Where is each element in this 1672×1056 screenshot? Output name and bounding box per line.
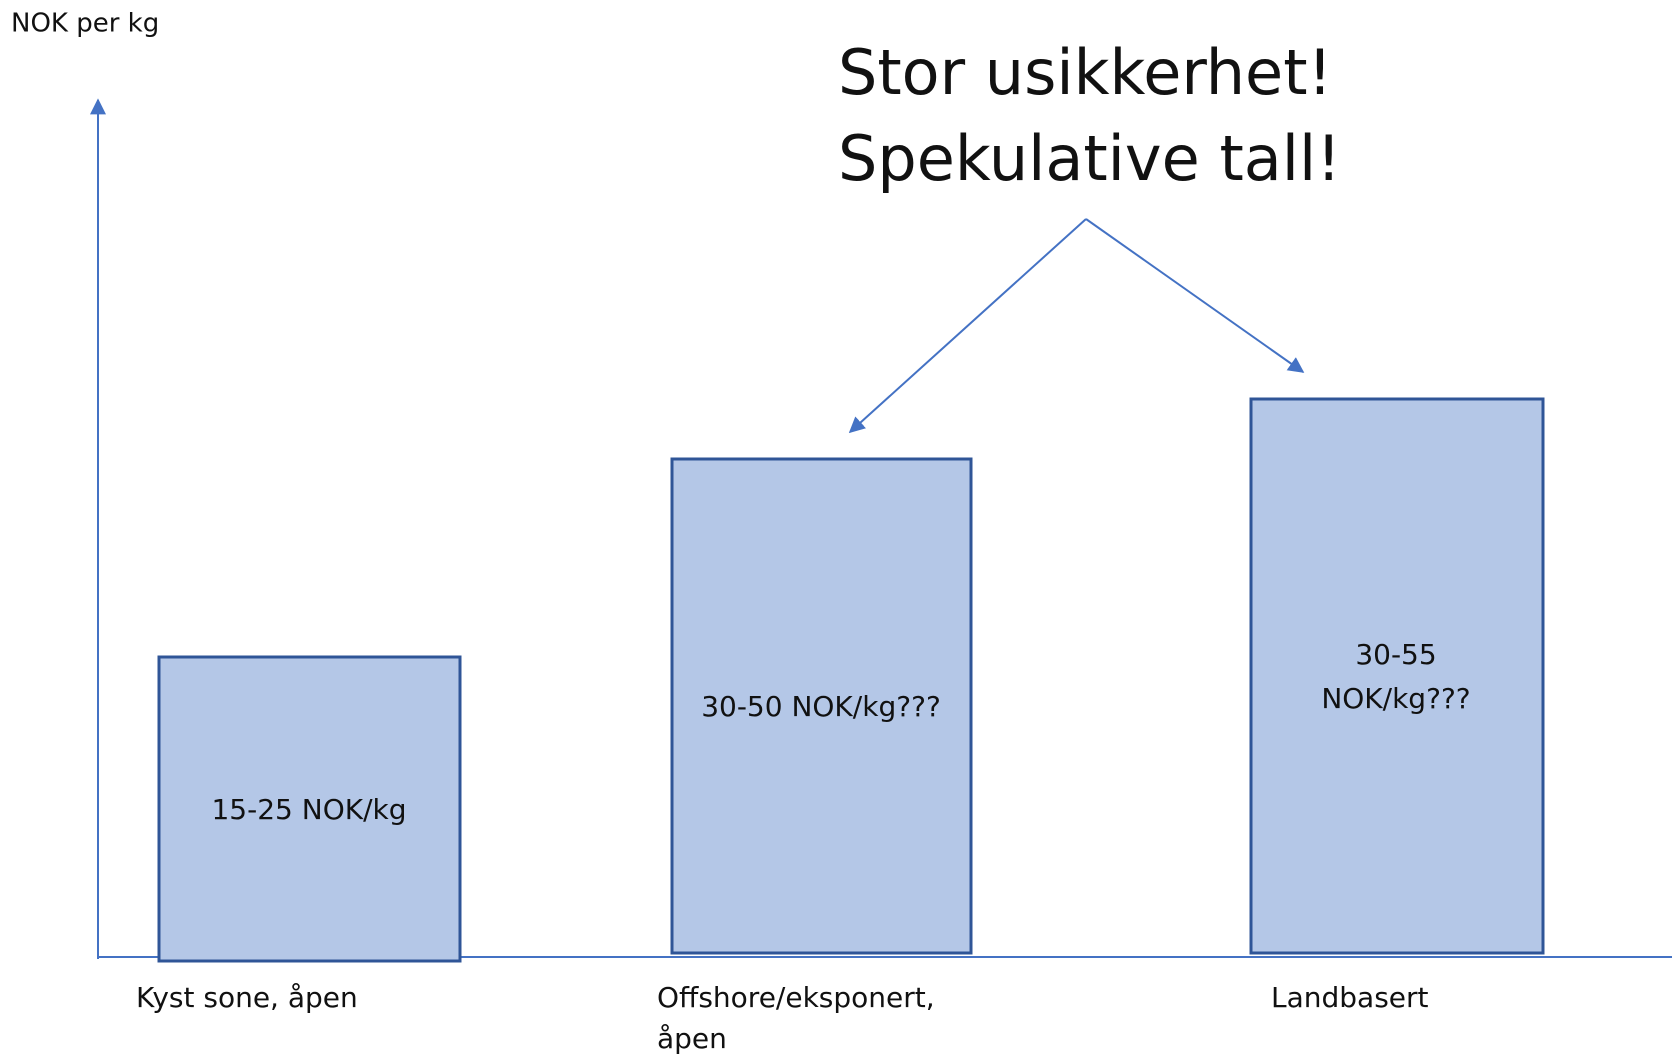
bar [1249,397,1545,955]
category-label: Kyst sone, åpen [136,981,358,1014]
arrow [848,218,1087,434]
bar-label: 30-55 [1355,638,1436,671]
category-label: åpen [657,1022,727,1055]
category-label: Offshore/eksponert, [657,981,935,1014]
axis-label: NOK per kg [11,9,159,39]
callout-text: Spekulative tall! [838,122,1341,195]
arrow [1085,218,1305,373]
category-label: Landbasert [1271,981,1429,1014]
bar [670,457,973,955]
bar-label: 30-50 NOK/kg??? [701,690,941,723]
callout-text: Stor usikkerhet! [838,36,1332,109]
bar [157,655,462,963]
bar-label: 15-25 NOK/kg [211,793,406,826]
bar-label: NOK/kg??? [1321,682,1470,715]
